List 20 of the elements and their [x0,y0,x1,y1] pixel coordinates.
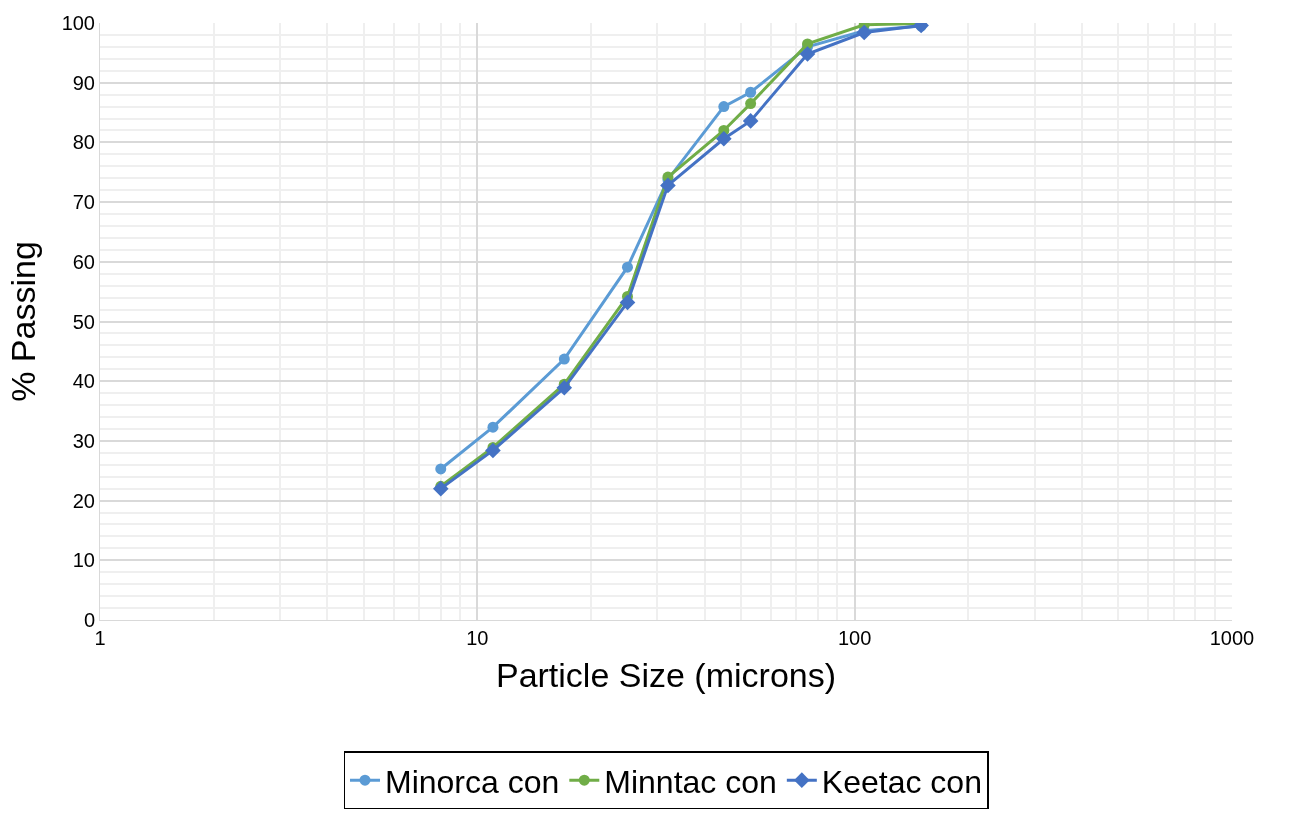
y-axis-title: % Passing [4,241,43,402]
legend-label: Minntac con [604,763,777,800]
x-tick-label: 1 [94,627,106,649]
y-tick-label: 60 [72,250,95,273]
y-tick-label: 100 [61,12,95,34]
x-tick-label: 10 [466,627,489,649]
x-tick-label: 100 [837,627,872,649]
y-tick-label: 90 [72,71,95,94]
x-axis-title: Particle Size (microns) [495,656,837,695]
y-tick-label: 50 [72,310,95,333]
legend-label: Minorca con [385,763,560,800]
y-tick-label: 10 [72,549,95,572]
y-tick-label: 20 [72,489,95,512]
x-tick-label: 1000 [1209,627,1255,649]
y-tick-label: 30 [72,429,95,452]
y-tick-label: 80 [72,131,95,154]
y-tick-label: 40 [72,370,95,393]
y-tick-label: 70 [72,191,95,214]
y-tick-label: 0 [83,609,95,631]
legend-label: Keetac con [821,763,982,800]
